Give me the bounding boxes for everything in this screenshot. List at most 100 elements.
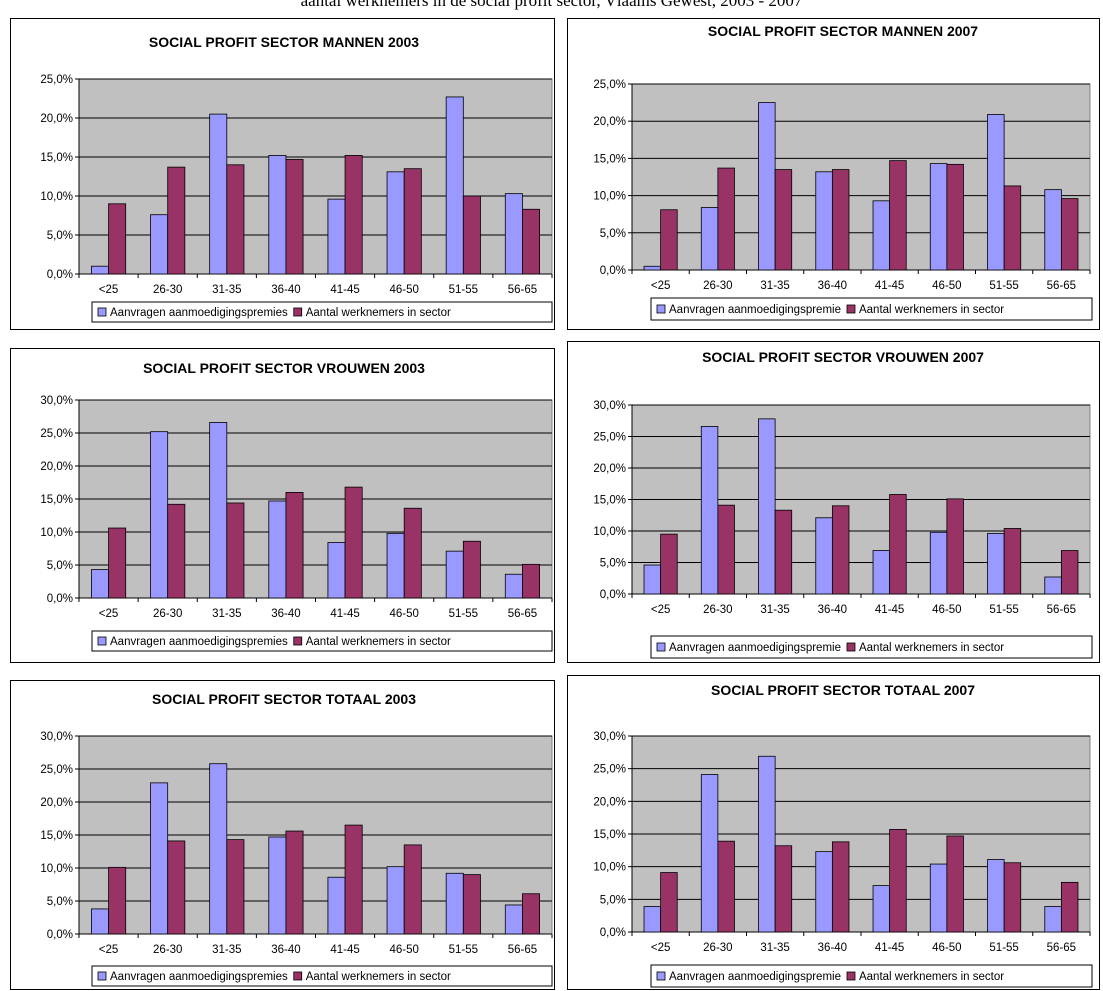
chart-panel-totaal-2007: SOCIAL PROFIT SECTOR TOTAAL 2007 0,0% 5,0%… [567,675,1100,990]
legend-label-werknemers: Aantal werknemers in sector [306,971,451,983]
y-tick-label: 10,0% [40,191,73,203]
y-tick-label: 25,0% [593,432,626,444]
chart-totaal-2003: SOCIAL PROFIT SECTOR TOTAAL 2003 0,0% 5,0%… [40,691,553,987]
y-tick-label: 5,0% [600,894,626,906]
legend-swatch-aanvragen [97,307,107,317]
bar-werknemers [226,502,245,599]
chart-title: SOCIAL PROFIT SECTOR TOTAAL 2003 [152,691,416,707]
x-tick-label: 46-50 [389,608,418,620]
y-tick-label: 15,0% [40,152,73,164]
bar-aanvragen [209,113,228,275]
y-tick-label: 5,0% [47,230,73,242]
chart-vrouwen-2007: SOCIAL PROFIT SECTOR VROUWEN 2007 0,0% 5,0… [593,349,1093,659]
bar-werknemers [660,533,678,595]
y-tick-label: 0,0% [47,929,73,941]
chart-totaal-2007: SOCIAL PROFIT SECTOR TOTAAL 2007 0,0% 5,0%… [593,682,1093,988]
bar-aanvragen [929,863,948,933]
bar-aanvragen [643,906,662,933]
chart-title: SOCIAL PROFIT SECTOR VROUWEN 2003 [143,360,425,376]
x-tick-label: 46-50 [932,280,961,292]
x-tick-label: 46-50 [389,944,418,956]
bar-aanvragen [643,265,662,271]
bar-werknemers [831,169,850,271]
legend-box [91,301,553,323]
legend-label-werknemers: Aantal werknemers in sector [306,307,451,319]
legend-box [650,635,1093,659]
bar-werknemers [889,494,907,595]
x-tick-label: 46-50 [932,942,961,954]
y-tick-label: 25,0% [593,79,626,91]
bar-aanvragen [758,755,776,933]
bar-werknemers [403,844,422,935]
x-tick-label: 46-50 [932,604,961,616]
x-tick-label: 56-65 [1047,280,1076,292]
bar-werknemers [167,166,186,275]
y-tick-label: 20,0% [593,796,626,808]
x-tick-label: 26-30 [153,608,182,620]
x-tick-label: <25 [651,942,671,954]
x-tick-label: <25 [651,280,671,292]
bar-aanvragen [815,851,833,933]
bar-aanvragen [150,214,169,275]
bar-aanvragen [700,774,719,933]
x-tick-label: 56-65 [508,284,537,296]
bar-werknemers [1003,185,1022,271]
x-tick-label: <25 [651,604,671,616]
y-tick-label: 20,0% [593,463,626,475]
chart-panel-vrouwen-2003: SOCIAL PROFIT SECTOR VROUWEN 2003 0,0% 5,0… [10,348,555,663]
bar-werknemers [167,840,186,935]
bar-werknemers [226,164,245,275]
bar-werknemers [108,866,127,935]
y-tick-label: 0,0% [47,269,73,281]
bar-aanvragen [872,885,891,933]
bar-werknemers [717,840,735,933]
x-tick-label: <25 [99,284,119,296]
y-tick-label: 10,0% [593,526,626,538]
legend-swatch-werknemers [846,642,856,652]
bar-aanvragen [268,836,287,935]
bar-werknemers [403,507,422,599]
bar-werknemers [717,167,735,271]
x-tick-label: 36-40 [818,604,847,616]
bar-werknemers [285,158,304,275]
bar-werknemers [774,845,793,933]
bar-aanvragen [987,114,1005,271]
bar-werknemers [660,209,678,271]
legend-swatch-aanvragen [656,642,666,652]
y-tick-label: 5,0% [47,560,73,572]
bar-werknemers [344,824,363,935]
y-tick-label: 20,0% [40,461,73,473]
bar-aanvragen [91,908,109,935]
y-tick-label: 0,0% [600,265,626,277]
bar-werknemers [717,504,735,595]
legend-label-werknemers: Aantal werknemers in sector [859,971,1004,983]
legend-swatch-werknemers [293,307,303,317]
bar-werknemers [462,195,481,275]
x-tick-label: 26-30 [703,280,732,292]
x-tick-label: 26-30 [703,604,732,616]
bar-aanvragen [1044,576,1062,595]
legend-label-aanvragen: Aanvragen aanmoedigingspremie [669,642,841,654]
bar-werknemers [774,169,793,271]
y-tick-label: 25,0% [40,428,73,440]
bar-aanvragen [209,422,228,599]
y-tick-label: 15,0% [593,495,626,507]
x-tick-label: 26-30 [153,944,182,956]
chart-vrouwen-2003: SOCIAL PROFIT SECTOR VROUWEN 2003 0,0% 5,0… [40,360,553,652]
x-tick-label: 31-35 [760,604,789,616]
bar-werknemers [462,540,481,599]
bar-aanvragen [445,872,464,935]
x-tick-label: 36-40 [271,944,300,956]
bar-aanvragen [150,431,169,599]
x-tick-label: 26-30 [703,942,732,954]
x-tick-label: 31-35 [212,284,241,296]
bar-werknemers [660,872,678,933]
x-tick-label: 36-40 [818,942,847,954]
y-tick-label: 0,0% [47,593,73,605]
bar-werknemers [1003,528,1022,595]
chart-panel-mannen-2007: SOCIAL PROFIT SECTOR MANNEN 2007 0,0% 5,0%… [567,18,1100,330]
bar-werknemers [831,841,850,933]
bar-aanvragen [386,866,405,935]
bar-werknemers [946,835,964,933]
chart-mannen-2003: SOCIAL PROFIT SECTOR MANNEN 2003 0,0% 5,0%… [40,34,553,323]
